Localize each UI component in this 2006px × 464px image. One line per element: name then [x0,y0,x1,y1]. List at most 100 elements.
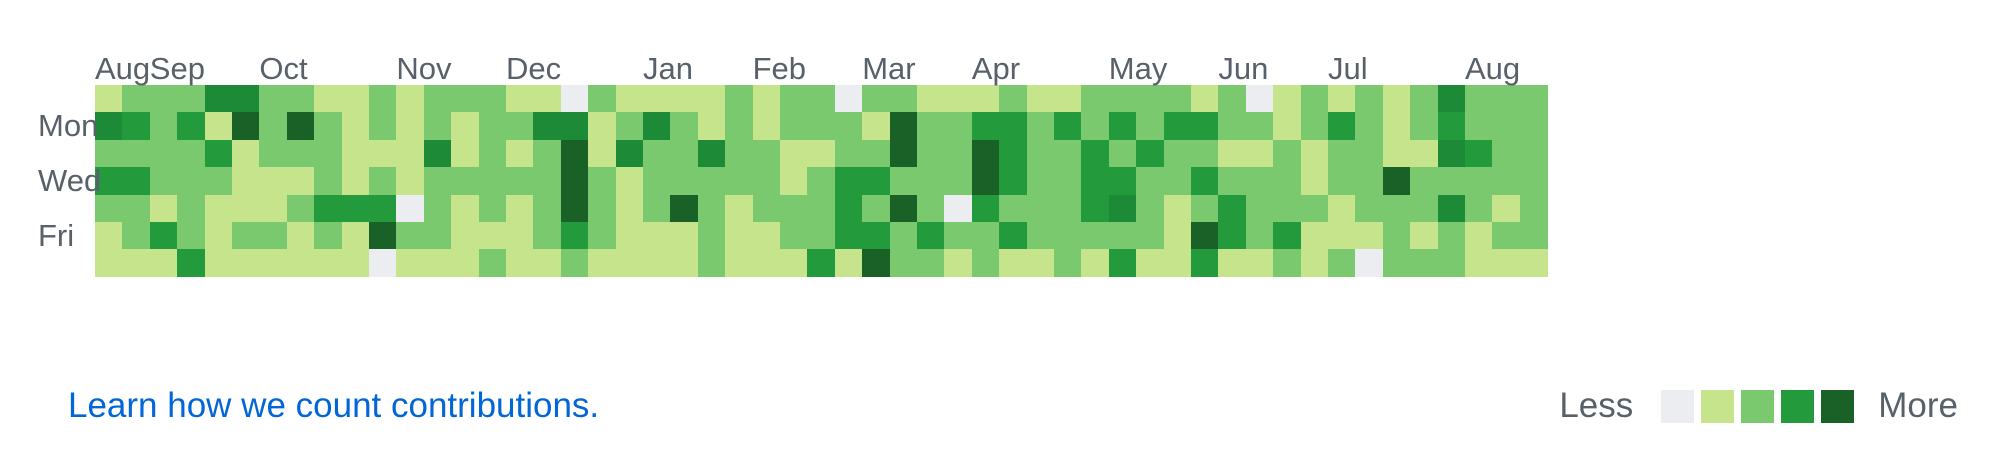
contribution-day[interactable] [232,222,260,250]
contribution-day[interactable] [1218,222,1247,250]
contribution-day[interactable] [1273,249,1302,278]
contribution-day[interactable] [396,139,425,168]
contribution-day[interactable] [1492,249,1521,278]
contribution-day[interactable] [341,194,370,223]
contribution-day[interactable] [1465,167,1493,196]
contribution-day[interactable] [697,194,726,223]
contribution-day[interactable] [1465,112,1493,141]
contribution-day[interactable] [396,249,425,278]
contribution-day[interactable] [1245,139,1274,168]
contribution-day[interactable] [341,112,370,141]
contribution-day[interactable] [259,194,288,223]
contribution-day[interactable] [1410,112,1439,141]
contribution-day[interactable] [862,249,891,278]
contribution-day[interactable] [1355,167,1384,196]
contribution-day[interactable] [232,167,260,196]
contribution-day[interactable] [999,139,1028,168]
contribution-day[interactable] [122,139,151,168]
contribution-day[interactable] [286,249,315,278]
contribution-day[interactable] [643,194,671,223]
contribution-day[interactable] [1026,167,1055,196]
contribution-day[interactable] [1410,139,1439,168]
contribution-day[interactable] [177,222,206,250]
contribution-day[interactable] [423,249,452,278]
contribution-day[interactable] [451,112,480,141]
contribution-day[interactable] [1465,222,1493,250]
contribution-day[interactable] [533,167,562,196]
contribution-day[interactable] [862,222,891,250]
contribution-day[interactable] [1191,112,1219,141]
contribution-day[interactable] [1465,85,1493,113]
contribution-day[interactable] [1026,112,1055,141]
contribution-day[interactable] [506,85,534,113]
contribution-day[interactable] [1273,139,1302,168]
contribution-day[interactable] [204,249,233,278]
contribution-day[interactable] [971,167,1000,196]
contribution-day[interactable] [944,85,973,113]
contribution-day[interactable] [862,85,891,113]
contribution-day[interactable] [944,167,973,196]
contribution-day[interactable] [725,249,754,278]
contribution-day[interactable] [1355,194,1384,223]
contribution-day[interactable] [1382,194,1411,223]
contribution-day[interactable] [177,194,206,223]
contribution-day[interactable] [478,249,507,278]
contribution-day[interactable] [1163,222,1192,250]
contribution-day[interactable] [725,222,754,250]
contribution-day[interactable] [917,194,945,223]
contribution-day[interactable] [1328,194,1356,223]
contribution-day[interactable] [1300,222,1329,250]
contribution-day[interactable] [588,222,617,250]
contribution-day[interactable] [259,112,288,141]
contribution-day[interactable] [615,85,644,113]
contribution-day[interactable] [341,167,370,196]
contribution-day[interactable] [1273,222,1302,250]
contribution-day[interactable] [314,194,343,223]
contribution-day[interactable] [971,249,1000,278]
contribution-day[interactable] [670,194,699,223]
contribution-day[interactable] [944,139,973,168]
contribution-day[interactable] [944,112,973,141]
contribution-day[interactable] [834,112,863,141]
contribution-day[interactable] [917,249,945,278]
contribution-day[interactable] [1273,112,1302,141]
contribution-day[interactable] [314,167,343,196]
contribution-day[interactable] [1465,194,1493,223]
contribution-day[interactable] [1355,112,1384,141]
contribution-day[interactable] [1328,85,1356,113]
contribution-day[interactable] [533,249,562,278]
contribution-day[interactable] [1081,85,1110,113]
contribution-day[interactable] [533,222,562,250]
contribution-day[interactable] [1218,167,1247,196]
contribution-day[interactable] [423,139,452,168]
contribution-day[interactable] [752,249,781,278]
learn-contributions-link[interactable]: Learn how we count contributions. [68,386,600,425]
contribution-day[interactable] [259,222,288,250]
contribution-day[interactable] [1328,139,1356,168]
contribution-day[interactable] [670,139,699,168]
contribution-day[interactable] [1492,167,1521,196]
contribution-day[interactable] [1355,249,1384,278]
contribution-day[interactable] [369,112,397,141]
contribution-day[interactable] [506,167,534,196]
contribution-day[interactable] [423,112,452,141]
contribution-day[interactable] [204,167,233,196]
contribution-day[interactable] [204,222,233,250]
contribution-day[interactable] [396,194,425,223]
contribution-day[interactable] [560,194,589,223]
contribution-day[interactable] [1519,249,1548,278]
contribution-day[interactable] [1300,194,1329,223]
contribution-day[interactable] [588,112,617,141]
contribution-day[interactable] [122,112,151,141]
contribution-day[interactable] [944,249,973,278]
contribution-day[interactable] [1245,85,1274,113]
contribution-day[interactable] [1218,85,1247,113]
contribution-day[interactable] [588,139,617,168]
contribution-day[interactable] [1136,222,1165,250]
contribution-day[interactable] [1163,85,1192,113]
contribution-day[interactable] [1191,249,1219,278]
contribution-day[interactable] [560,249,589,278]
contribution-day[interactable] [396,222,425,250]
contribution-day[interactable] [1300,249,1329,278]
contribution-day[interactable] [1054,85,1082,113]
